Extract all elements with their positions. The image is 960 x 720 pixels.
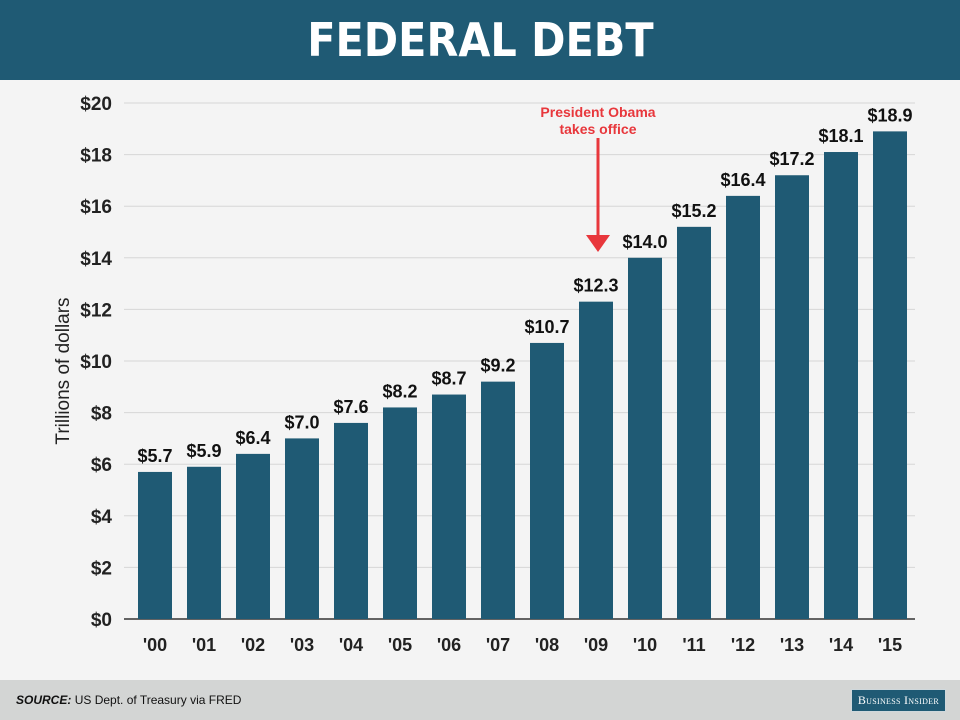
bar bbox=[873, 131, 907, 619]
y-tick-label: $4 bbox=[91, 507, 113, 528]
annotation-text: President Obama bbox=[540, 104, 655, 120]
data-label: $15.2 bbox=[671, 201, 716, 221]
x-tick-label: '08 bbox=[535, 635, 559, 655]
source-note: SOURCE: US Dept. of Treasury via FRED bbox=[16, 693, 241, 707]
x-tick-label: '01 bbox=[192, 635, 216, 655]
y-axis-label: Trillions of dollars bbox=[53, 297, 74, 444]
y-tick-label: $8 bbox=[91, 404, 112, 425]
chart-title: FEDERAL DEBT bbox=[306, 13, 654, 67]
x-tick-label: '03 bbox=[290, 635, 314, 655]
y-tick-label: $20 bbox=[80, 94, 112, 115]
y-tick-label: $14 bbox=[80, 249, 112, 270]
x-tick-label: '13 bbox=[780, 635, 804, 655]
x-tick-label: '05 bbox=[388, 635, 412, 655]
bar bbox=[579, 301, 613, 619]
bar bbox=[677, 226, 711, 619]
data-label: $7.6 bbox=[333, 397, 368, 417]
y-tick-label: $10 bbox=[80, 352, 112, 373]
bar bbox=[628, 257, 662, 619]
x-tick-label: '02 bbox=[241, 635, 265, 655]
bar bbox=[236, 453, 270, 619]
data-label: $18.1 bbox=[818, 126, 863, 146]
x-tick-label: '15 bbox=[878, 635, 902, 655]
x-tick-label: '10 bbox=[633, 635, 657, 655]
footer: SOURCE: US Dept. of Treasury via FRED Bu… bbox=[0, 680, 960, 720]
bar bbox=[775, 175, 809, 619]
x-tick-label: '11 bbox=[682, 635, 705, 655]
y-tick-label: $18 bbox=[80, 146, 112, 167]
bar-chart: $0 $2 $4 $6 $8 $10 $12 $14 $16 $18 $20 Trillions of… bbox=[53, 94, 915, 655]
source-text: US Dept. of Treasury via FRED bbox=[74, 693, 242, 707]
data-label: $10.7 bbox=[524, 317, 569, 337]
header: FEDERAL DEBT bbox=[0, 0, 960, 80]
x-tick-label: '12 bbox=[731, 635, 755, 655]
annotation-text: takes office bbox=[559, 121, 636, 137]
arrow-down-icon bbox=[586, 235, 610, 252]
data-label: $16.4 bbox=[720, 170, 765, 190]
data-label: $8.7 bbox=[431, 369, 466, 389]
business-insider-logo: Business Insider bbox=[850, 689, 946, 712]
data-label: $9.2 bbox=[480, 356, 515, 376]
bar bbox=[824, 152, 858, 619]
bar bbox=[726, 195, 760, 619]
x-tick-label: '14 bbox=[829, 635, 853, 655]
bar bbox=[481, 381, 515, 619]
data-label: $6.4 bbox=[235, 428, 270, 448]
x-tick-label: '06 bbox=[437, 635, 461, 655]
data-label: $7.0 bbox=[284, 412, 319, 432]
bar bbox=[138, 471, 172, 619]
bar bbox=[383, 407, 417, 619]
bar bbox=[530, 342, 564, 619]
source-label: SOURCE: bbox=[16, 693, 72, 707]
data-label: $14.0 bbox=[622, 232, 667, 252]
x-tick-label: '07 bbox=[486, 635, 510, 655]
x-tick-label: '04 bbox=[339, 635, 363, 655]
data-label: $17.2 bbox=[769, 149, 814, 169]
y-tick-label: $0 bbox=[91, 610, 112, 631]
y-tick-label: $12 bbox=[80, 300, 112, 321]
data-label: $5.7 bbox=[137, 446, 172, 466]
y-tick-label: $16 bbox=[80, 197, 112, 218]
bar bbox=[334, 422, 368, 619]
bar bbox=[432, 394, 466, 619]
data-label: $18.9 bbox=[867, 105, 912, 125]
x-tick-label: '00 bbox=[143, 635, 167, 655]
data-label: $8.2 bbox=[382, 381, 417, 401]
y-tick-label: $6 bbox=[91, 455, 112, 476]
data-label: $5.9 bbox=[186, 441, 221, 461]
bar bbox=[187, 466, 221, 619]
bar bbox=[285, 438, 319, 619]
y-tick-label: $2 bbox=[91, 558, 112, 579]
data-label: $12.3 bbox=[573, 276, 618, 296]
x-tick-label: '09 bbox=[584, 635, 608, 655]
